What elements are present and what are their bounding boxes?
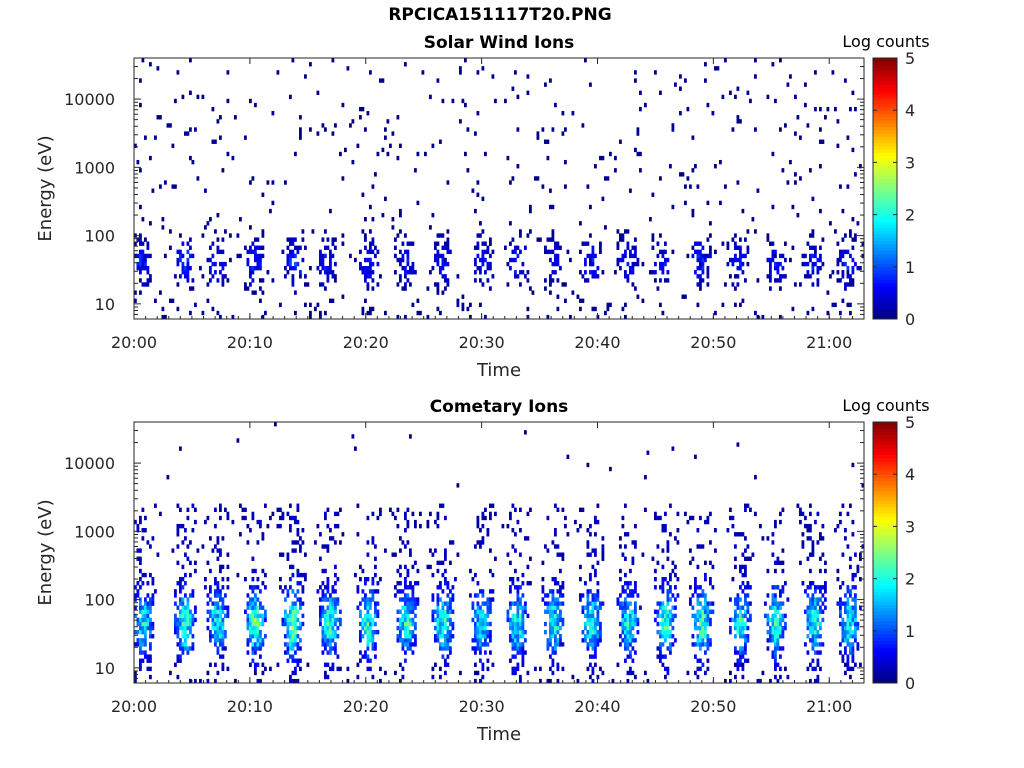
- figure-title: RPCICA151117T20.PNG: [388, 5, 612, 25]
- x-tick-label: 20:10: [227, 333, 273, 352]
- colorbar-label: Log counts: [842, 396, 929, 415]
- colorbar-tick-label: 1: [905, 258, 915, 277]
- x-tick-label: 20:30: [459, 333, 505, 352]
- colorbar-tick-label: 4: [905, 465, 915, 484]
- colorbar-tick-label: 5: [905, 413, 915, 432]
- colorbar-tick-label: 0: [905, 674, 915, 693]
- x-tick-label: 20:20: [343, 333, 389, 352]
- x-tick-label: 20:00: [111, 333, 157, 352]
- x-tick-label: 20:50: [690, 333, 736, 352]
- y-axis-label: Energy (eV): [35, 135, 56, 241]
- panel-title: Cometary Ions: [430, 397, 569, 417]
- y-tick-label: 10000: [64, 90, 115, 109]
- y-tick-label: 1000: [74, 158, 115, 177]
- y-tick-label: 10: [95, 295, 115, 314]
- colorbar-tick-label: 2: [905, 570, 915, 589]
- colorbar-tick-label: 5: [905, 49, 915, 68]
- plot-frame: [133, 57, 865, 320]
- colorbar-label: Log counts: [842, 32, 929, 51]
- colorbar-tick-label: 0: [905, 310, 915, 329]
- y-tick-label: 10: [95, 659, 115, 678]
- colorbar-tick-label: 4: [905, 101, 915, 120]
- y-tick-label: 100: [84, 227, 115, 246]
- y-tick-label: 10000: [64, 454, 115, 473]
- y-axis-label: Energy (eV): [35, 499, 56, 605]
- x-tick-label: 20:10: [227, 697, 273, 716]
- colorbar-tick-label: 3: [905, 153, 915, 172]
- colorbar-tick-label: 3: [905, 517, 915, 536]
- x-tick-label: 20:30: [459, 697, 505, 716]
- x-tick-label: 21:00: [806, 333, 852, 352]
- x-tick-label: 20:50: [690, 697, 736, 716]
- colorbar-tick-label: 1: [905, 622, 915, 641]
- x-axis-label: Time: [476, 360, 521, 381]
- panel-title: Solar Wind Ions: [424, 33, 575, 53]
- x-tick-label: 20:20: [343, 697, 389, 716]
- x-tick-label: 20:40: [574, 697, 620, 716]
- panel-1: Solar Wind Ions 20:00 20:10 20:20 20:30 20:40…: [35, 32, 930, 381]
- x-tick-label: 21:00: [806, 697, 852, 716]
- y-tick-label: 1000: [74, 522, 115, 541]
- plot-frame: [133, 421, 865, 684]
- x-tick-label: 20:00: [111, 697, 157, 716]
- x-axis-label: Time: [476, 724, 521, 745]
- heatmap-cells: [134, 422, 865, 684]
- colorbar-tick-label: 2: [905, 206, 915, 225]
- y-tick-label: 100: [84, 591, 115, 610]
- heatmap-cells: [134, 58, 865, 320]
- x-tick-label: 20:40: [574, 333, 620, 352]
